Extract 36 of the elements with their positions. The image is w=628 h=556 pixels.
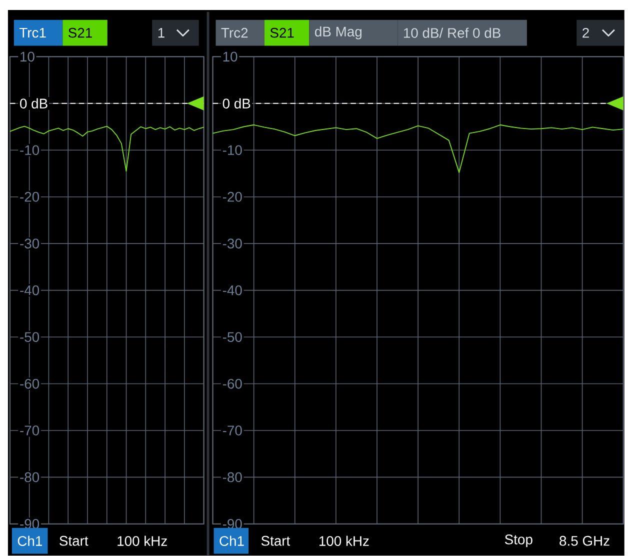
text: 1 xyxy=(158,28,164,38)
text: Start xyxy=(60,536,88,546)
text: Start xyxy=(261,536,290,546)
ref-line-label: 0 dB xyxy=(20,98,48,109)
y-tick-label: -80 xyxy=(222,472,242,482)
text: Ch1 xyxy=(18,536,42,546)
y-tick-label: -80 xyxy=(20,472,40,482)
ref-line-label: 0 dB xyxy=(222,98,250,109)
y-tick-label: -40 xyxy=(20,286,40,296)
y-tick-label: 10 xyxy=(20,52,34,62)
y-tick-label: -10 xyxy=(222,145,242,156)
y-tick-label: -40 xyxy=(222,286,242,296)
text: Trc2 xyxy=(221,28,248,38)
text: 100 kHz xyxy=(118,536,167,546)
text: Trc1 xyxy=(19,28,46,38)
text: Stop xyxy=(504,534,532,548)
y-tick-label: -30 xyxy=(222,238,242,249)
y-tick-label: -50 xyxy=(222,332,242,342)
y-tick-label: -30 xyxy=(20,238,40,249)
y-tick-label: -60 xyxy=(222,378,242,389)
text: dB Mag xyxy=(315,26,362,40)
y-tick-label: -70 xyxy=(20,426,40,436)
y-tick-label: 10 xyxy=(223,52,238,62)
text: Ch1 xyxy=(220,536,244,546)
y-tick-label: -60 xyxy=(20,378,40,389)
y-tick-label: -50 xyxy=(20,332,40,342)
y-tick-label: -20 xyxy=(20,192,40,202)
y-tick-label: -70 xyxy=(222,426,242,436)
y-tick-label: -20 xyxy=(222,192,242,202)
y-tick-label: -10 xyxy=(20,145,40,156)
text: 8.5 GHz xyxy=(560,536,610,546)
text: 100 kHz xyxy=(319,536,369,546)
text: S21 xyxy=(270,28,294,38)
text: 10 dB/ Ref 0 dB xyxy=(404,28,500,38)
text: S21 xyxy=(68,28,92,38)
text: 2 xyxy=(582,28,589,38)
